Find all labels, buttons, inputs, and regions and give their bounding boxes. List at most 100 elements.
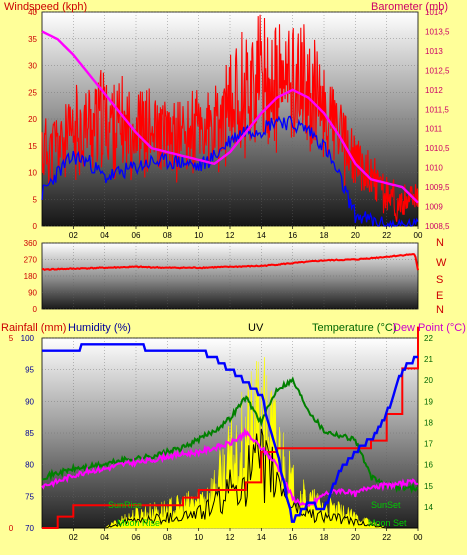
- moonrise-label: Moon Rise: [117, 518, 160, 528]
- barometer-axis-title: Barometer (mb): [371, 1, 448, 13]
- rainfall-axis-title: Rainfall (mm): [1, 322, 66, 334]
- barometer-series-line: [41, 30, 419, 204]
- humidity-y-tick-label: 95: [25, 366, 34, 375]
- x-tick-label: 16: [288, 231, 297, 240]
- direction-gridlines: [42, 242, 418, 310]
- x-tick-label: 20: [351, 231, 360, 240]
- x-tick-label: 22: [382, 533, 391, 542]
- x-tick-label: 08: [163, 231, 172, 240]
- x-tick-label: 10: [194, 231, 203, 240]
- x-tick-label: 00: [414, 231, 423, 240]
- wind-y-axis-left: 0 5 10 15 20 25 30 35 40: [28, 8, 37, 231]
- temperature-series-line: [41, 376, 419, 494]
- temperature-y-tick-label: 22: [424, 334, 433, 343]
- direction-y-tick-label: 180: [24, 272, 38, 281]
- windspeed-axis-title: Windspeed (kph): [4, 1, 87, 13]
- temperature-x-axis: 02 04 06 08 10 12 14 16 18 20 22 00: [69, 528, 423, 542]
- compass-label: N: [436, 304, 444, 316]
- x-tick-label: 04: [100, 231, 109, 240]
- temperature-axis-title: Temperature (°C): [312, 322, 396, 334]
- wind-y-tick-label: 5: [33, 195, 38, 204]
- wind-y-tick-label: 10: [28, 169, 37, 178]
- barometer-y-tick-label: 1009: [425, 203, 443, 212]
- x-tick-label: 06: [132, 231, 141, 240]
- wind-y-tick-label: 20: [28, 115, 37, 124]
- barometer-y-tick-label: 1009,5: [425, 183, 450, 192]
- wind-y-tick-label: 25: [28, 88, 37, 97]
- wind-y-tick-label: 35: [28, 35, 37, 44]
- x-tick-label: 04: [100, 533, 109, 542]
- barometer-y-tick-label: 1010,5: [425, 144, 450, 153]
- x-tick-label: 18: [320, 533, 329, 542]
- barometer-y-tick-label: 1014: [425, 8, 443, 17]
- wind-y-axis-right: 1008,5 1009 1009,5 1010 1010,5 1011 1011,5 1012…: [425, 8, 450, 231]
- temperature-y-tick-label: 14: [424, 503, 433, 512]
- direction-y-tick-label: 90: [28, 289, 37, 298]
- temperature-y-tick-label: 18: [424, 418, 433, 427]
- barometer-y-tick-label: 1011: [425, 125, 443, 134]
- x-tick-label: 16: [288, 533, 297, 542]
- barometer-y-tick-label: 1008,5: [425, 222, 450, 231]
- temperature-y-tick-label: 20: [424, 376, 433, 385]
- humidity-series-line: [42, 343, 418, 523]
- temperature-y-tick-label: 21: [424, 355, 433, 364]
- x-tick-label: 12: [226, 533, 235, 542]
- dewpoint-series-line: [41, 427, 419, 508]
- x-tick-label: 14: [257, 533, 266, 542]
- barometer-y-tick-label: 1013: [425, 47, 443, 56]
- direction-y-tick-label: 270: [24, 256, 38, 265]
- rain-y-tick-label: 0: [9, 524, 14, 533]
- wind-direction-series-line: [41, 252, 419, 272]
- direction-y-tick-label: 360: [24, 239, 38, 248]
- wind-x-axis: 02 04 06 08 10 12 14 16 18 20 22 00: [69, 226, 423, 240]
- wind-y-tick-label: 40: [28, 8, 37, 17]
- sunset-label: SunSet: [371, 500, 401, 510]
- wind-y-tick-label: 15: [28, 142, 37, 151]
- rain-y-axis: 05: [9, 334, 14, 533]
- temperature-y-tick-label: 19: [424, 397, 433, 406]
- humidity-y-tick-label: 90: [25, 397, 34, 406]
- humidity-y-tick-label: 80: [25, 461, 34, 470]
- x-tick-label: 00: [414, 533, 423, 542]
- rainfall-series-line: [42, 326, 419, 529]
- direction-y-axis: 0 90 180 270 360: [24, 239, 38, 314]
- rain-y-tick-label: 5: [9, 334, 14, 343]
- humidity-y-tick-label: 75: [25, 492, 34, 501]
- wind-y-tick-label: 30: [28, 62, 37, 71]
- x-tick-label: 20: [351, 533, 360, 542]
- humidity-y-tick-label: 100: [21, 334, 35, 343]
- barometer-y-tick-label: 1010: [425, 164, 443, 173]
- dewpoint-axis-title: Dew Point (°C): [393, 322, 466, 334]
- gust-series-line: [41, 115, 419, 229]
- moonset-label: Moon Set: [368, 518, 407, 528]
- direction-y-tick-label: 0: [33, 305, 38, 314]
- barometer-y-tick-label: 1012: [425, 86, 443, 95]
- x-tick-label: 08: [163, 533, 172, 542]
- x-tick-label: 22: [382, 231, 391, 240]
- temperature-y-axis: 14 15 16 17 18 19 20 21 22: [424, 334, 433, 512]
- humidity-y-tick-label: 70: [25, 524, 34, 533]
- wind-y-tick-label: 0: [33, 222, 38, 231]
- x-tick-label: 14: [257, 231, 266, 240]
- barometer-y-tick-label: 1012,5: [425, 66, 450, 75]
- compass-label: S: [436, 274, 443, 286]
- compass-label: W: [436, 257, 447, 269]
- humidity-y-axis: 70 75 80 85 90 95 100: [21, 334, 35, 533]
- uv-axis-title: UV: [248, 322, 264, 334]
- sunrise-label: SunRise: [108, 500, 142, 510]
- direction-series: [41, 252, 419, 272]
- wind-panel: 02 04 06 08 10 12 14 16 18 20 22 00 0 5 10 15 20 25 30 35 4…: [28, 8, 450, 240]
- humidity-axis-title: Humidity (%): [68, 322, 131, 334]
- compass-label: N: [436, 237, 444, 249]
- humidity-y-tick-label: 85: [25, 429, 34, 438]
- temperature-y-tick-label: 17: [424, 440, 433, 449]
- temperature-panel: 02 04 06 08 10 12 14 16 18 20 22 00 05 707580859095…: [9, 326, 433, 542]
- x-tick-label: 02: [69, 533, 78, 542]
- x-tick-label: 02: [69, 231, 78, 240]
- barometer-y-tick-label: 1013,5: [425, 27, 450, 36]
- x-tick-label: 18: [320, 231, 329, 240]
- windspeed-series-line: [41, 14, 419, 222]
- compass-label: E: [436, 290, 443, 302]
